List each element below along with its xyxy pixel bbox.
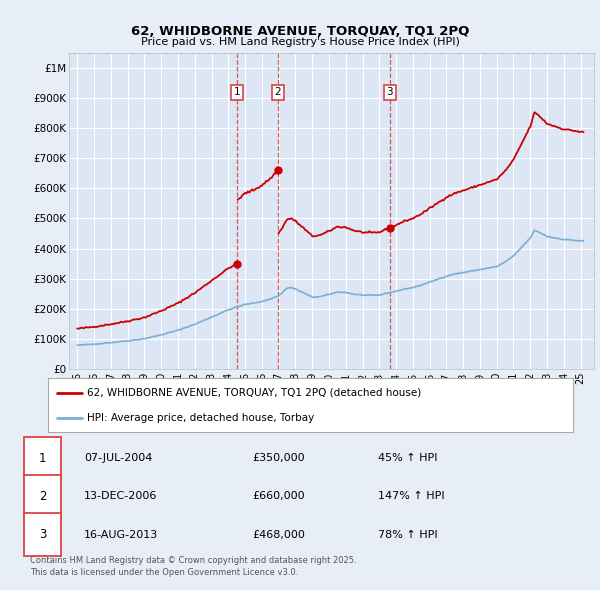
Text: 45% ↑ HPI: 45% ↑ HPI	[378, 453, 437, 463]
Text: 3: 3	[386, 87, 393, 97]
Text: 78% ↑ HPI: 78% ↑ HPI	[378, 530, 437, 540]
Text: Price paid vs. HM Land Registry's House Price Index (HPI): Price paid vs. HM Land Registry's House …	[140, 38, 460, 47]
Text: 147% ↑ HPI: 147% ↑ HPI	[378, 491, 445, 502]
Text: 07-JUL-2004: 07-JUL-2004	[84, 453, 152, 463]
Text: 2: 2	[39, 490, 46, 503]
Text: 1: 1	[234, 87, 241, 97]
Text: 13-DEC-2006: 13-DEC-2006	[84, 491, 157, 502]
Text: 1: 1	[39, 451, 46, 465]
Text: Contains HM Land Registry data © Crown copyright and database right 2025.
This d: Contains HM Land Registry data © Crown c…	[30, 556, 356, 577]
Text: 16-AUG-2013: 16-AUG-2013	[84, 530, 158, 540]
Text: 62, WHIDBORNE AVENUE, TORQUAY, TQ1 2PQ (detached house): 62, WHIDBORNE AVENUE, TORQUAY, TQ1 2PQ (…	[88, 388, 422, 398]
Text: 62, WHIDBORNE AVENUE, TORQUAY, TQ1 2PQ: 62, WHIDBORNE AVENUE, TORQUAY, TQ1 2PQ	[131, 25, 469, 38]
Text: £350,000: £350,000	[252, 453, 305, 463]
Text: 3: 3	[39, 528, 46, 542]
Text: 2: 2	[275, 87, 281, 97]
Text: £660,000: £660,000	[252, 491, 305, 502]
Text: HPI: Average price, detached house, Torbay: HPI: Average price, detached house, Torb…	[88, 414, 314, 423]
Text: £468,000: £468,000	[252, 530, 305, 540]
